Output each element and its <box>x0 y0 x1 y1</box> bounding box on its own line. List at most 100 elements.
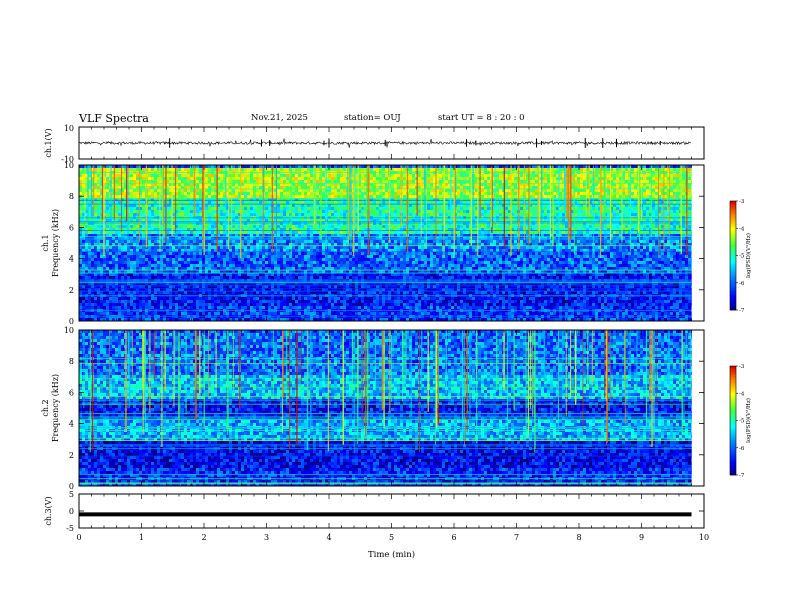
spectrogram-cell <box>196 225 200 229</box>
spectrogram-cell <box>286 225 290 229</box>
spectrogram-cell <box>268 288 272 292</box>
spectrogram-cell <box>187 186 191 190</box>
spectrogram-cell <box>331 261 335 265</box>
spectrogram-cell <box>238 258 242 262</box>
spectrogram-cell <box>283 213 287 217</box>
spectrogram-cell <box>268 267 272 271</box>
spectrogram-cell <box>214 270 218 274</box>
spectrogram-cell <box>97 189 101 193</box>
spectrogram-cell <box>322 222 326 226</box>
spectrogram-cell <box>247 219 251 223</box>
spectrogram-cell <box>211 306 215 310</box>
spectrogram-cell <box>334 186 338 190</box>
spectrogram-cell <box>133 318 137 322</box>
spectrogram-cell <box>241 210 245 214</box>
spectrogram-cell <box>265 243 269 247</box>
spectrogram-cell <box>178 195 182 199</box>
spectrogram-cell <box>229 189 233 193</box>
spectrogram-cell <box>136 204 140 208</box>
spectrogram-cell <box>172 276 176 280</box>
spectrogram-cell <box>85 267 89 271</box>
spectrogram-cell <box>262 255 266 259</box>
spectrogram-cell <box>241 165 245 169</box>
spectrogram-cell <box>232 249 236 253</box>
spectrogram-cell <box>133 288 137 292</box>
spectrogram-cell <box>226 219 230 223</box>
spectrogram-cell <box>229 291 233 295</box>
spectrogram-cell <box>85 291 89 295</box>
spectrogram-cell <box>106 264 110 268</box>
spectrogram-cell <box>178 186 182 190</box>
spectrogram-cell <box>352 255 356 259</box>
date-label: Nov.21, 2025 <box>251 113 308 123</box>
spectrogram-cell <box>169 234 173 238</box>
spectrogram-cell <box>214 312 218 316</box>
spectrogram-cell <box>274 258 278 262</box>
spectrogram-cell <box>199 258 203 262</box>
spectrogram-cell <box>304 165 308 169</box>
spectrogram-cell <box>277 195 281 199</box>
spectrogram-cell <box>187 240 191 244</box>
spectrogram-cell <box>253 306 257 310</box>
spectrogram-cell <box>343 165 347 169</box>
spectrogram-cell <box>355 273 359 277</box>
spectrogram-cell <box>118 264 122 268</box>
spectrogram-cell <box>166 174 170 178</box>
spectrogram-cell <box>247 267 251 271</box>
spectrogram-cell <box>127 222 131 226</box>
spectrogram-cell <box>331 192 335 196</box>
spectrogram-cell <box>259 249 263 253</box>
spectrogram-cell <box>298 195 302 199</box>
spectrogram-cell <box>208 219 212 223</box>
spectrogram-cell <box>148 264 152 268</box>
spectrogram-cell <box>85 195 89 199</box>
spectrogram-cell <box>154 186 158 190</box>
spectrogram-cell <box>166 252 170 256</box>
spectrogram-cell <box>232 285 236 289</box>
spectrogram-cell <box>235 249 239 253</box>
spectrogram-cell <box>157 177 161 181</box>
spectrogram-cell <box>316 303 320 307</box>
spectrogram-cell <box>88 288 92 292</box>
spectrogram-cell <box>190 225 194 229</box>
spectrogram-cell <box>94 228 98 232</box>
spectrogram-cell <box>265 225 269 229</box>
spectrogram-cell <box>337 180 341 184</box>
spectrogram-cell <box>157 243 161 247</box>
spectrogram-cell <box>85 270 89 274</box>
spectrogram-cell <box>337 213 341 217</box>
spectrogram-cell <box>232 189 236 193</box>
spectrogram-cell <box>232 276 236 280</box>
spectrogram-cell <box>187 207 191 211</box>
spectrogram-cell <box>205 249 209 253</box>
spectrogram-cell <box>115 288 119 292</box>
spectrogram-cell <box>202 270 206 274</box>
spectrogram-cell <box>241 291 245 295</box>
spectrogram-cell <box>94 306 98 310</box>
spectrogram-cell <box>166 312 170 316</box>
spectrogram-cell <box>133 249 137 253</box>
spectrogram-cell <box>226 255 230 259</box>
spectrogram-cell <box>232 204 236 208</box>
spectrogram-cell <box>172 219 176 223</box>
spectrogram-cell <box>265 210 269 214</box>
spectrogram-cell <box>82 303 86 307</box>
spectrogram-cell <box>142 249 146 253</box>
spectrogram-cell <box>232 258 236 262</box>
spectrogram-cell <box>127 183 131 187</box>
spectrogram-cell <box>97 249 101 253</box>
spectrogram-cell <box>184 270 188 274</box>
spectrogram-cell <box>235 252 239 256</box>
spectrogram-cell <box>280 228 284 232</box>
spectrogram-cell <box>97 297 101 301</box>
spectrogram-cell <box>328 306 332 310</box>
spectrogram-cell <box>247 210 251 214</box>
spectrogram-cell <box>286 261 290 265</box>
spectrogram-cell <box>151 228 155 232</box>
spectrogram-cell <box>181 300 185 304</box>
spectrogram-cell <box>175 207 179 211</box>
spectrogram-cell <box>175 177 179 181</box>
spectrogram-cell <box>127 186 131 190</box>
spectrogram-cell <box>298 270 302 274</box>
spectrogram-cell <box>115 246 119 250</box>
